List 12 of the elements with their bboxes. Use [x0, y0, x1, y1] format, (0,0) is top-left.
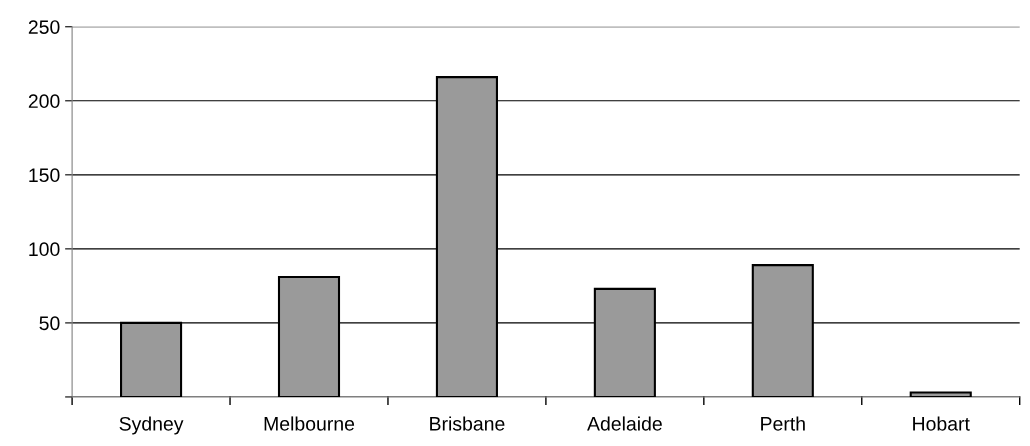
y-tick-label: 100 [29, 242, 60, 257]
x-tick-label: Melbourne [264, 416, 355, 431]
y-tick-label: 250 [28, 20, 60, 34]
y-tick-label: 200 [28, 94, 60, 109]
y-tick-label: 50 [39, 316, 60, 331]
bar [909, 391, 972, 397]
y-tick-label: 150 [29, 168, 60, 183]
x-tick-label: Adelaide [587, 416, 662, 431]
x-tick-label: Perth [761, 416, 805, 431]
x-tick-label: Hobart [913, 416, 970, 431]
x-tick-label: Sydney [119, 416, 184, 435]
x-tick-label: Brisbane [430, 416, 505, 431]
